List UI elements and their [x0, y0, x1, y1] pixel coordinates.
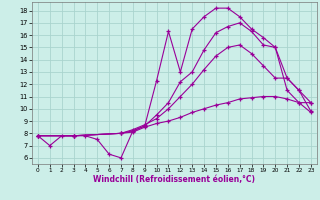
- X-axis label: Windchill (Refroidissement éolien,°C): Windchill (Refroidissement éolien,°C): [93, 175, 255, 184]
